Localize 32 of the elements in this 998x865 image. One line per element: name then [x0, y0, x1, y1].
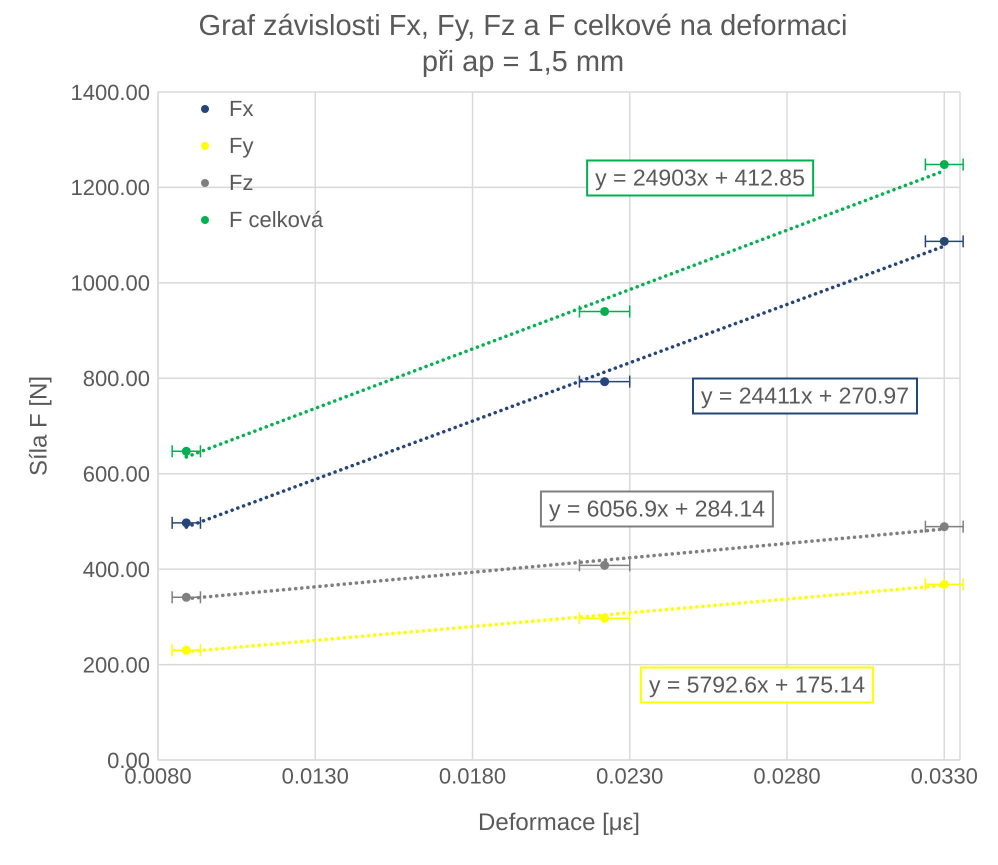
- point: [182, 446, 191, 456]
- y-tick-label: 1200.00: [70, 175, 150, 200]
- point: [600, 560, 610, 570]
- y-tick-label: 1000.00: [70, 270, 150, 296]
- chart-subtitle: při ap = 1,5 mm: [420, 45, 626, 80]
- annotation: y = 24411x + 270.97: [692, 378, 918, 414]
- x-tick-label: 0.0330: [910, 764, 978, 789]
- y-tick-label: 200.00: [82, 652, 150, 678]
- annotation: y = 6056.9x + 284.14: [540, 490, 774, 528]
- x-axis-title: Deformace [με]: [478, 809, 640, 836]
- annotation: y = 5792.6x + 175.14: [640, 666, 874, 704]
- annotation: y = 24903x + 412.85: [586, 160, 814, 196]
- point: [940, 160, 949, 170]
- y-tick-label: 600.00: [82, 462, 150, 487]
- legend-label: F celková: [229, 206, 324, 234]
- chart-title: Graf závislosti Fx, Fy, Fz a F celkové na deformaci: [198, 9, 848, 44]
- point: [600, 306, 610, 316]
- legend-label: Fz: [229, 169, 254, 197]
- y-axis-title: Síla F [N]: [26, 376, 53, 476]
- legend-label: Fx: [229, 95, 254, 123]
- y-tick-label: 800.00: [82, 366, 150, 392]
- x-tick-label: 0.0280: [753, 764, 821, 789]
- point: [940, 522, 949, 532]
- x-tick-label: 0.0130: [282, 764, 349, 789]
- point: [940, 580, 949, 589]
- point: [940, 236, 949, 246]
- legend-label: Fy: [229, 132, 254, 160]
- x-tick-label: 0.0180: [438, 764, 506, 789]
- point: [600, 377, 610, 386]
- y-tick-label: 1400.00: [70, 80, 150, 105]
- y-tick-label: 400.00: [82, 556, 150, 582]
- x-tick-label: 0.0230: [596, 764, 664, 789]
